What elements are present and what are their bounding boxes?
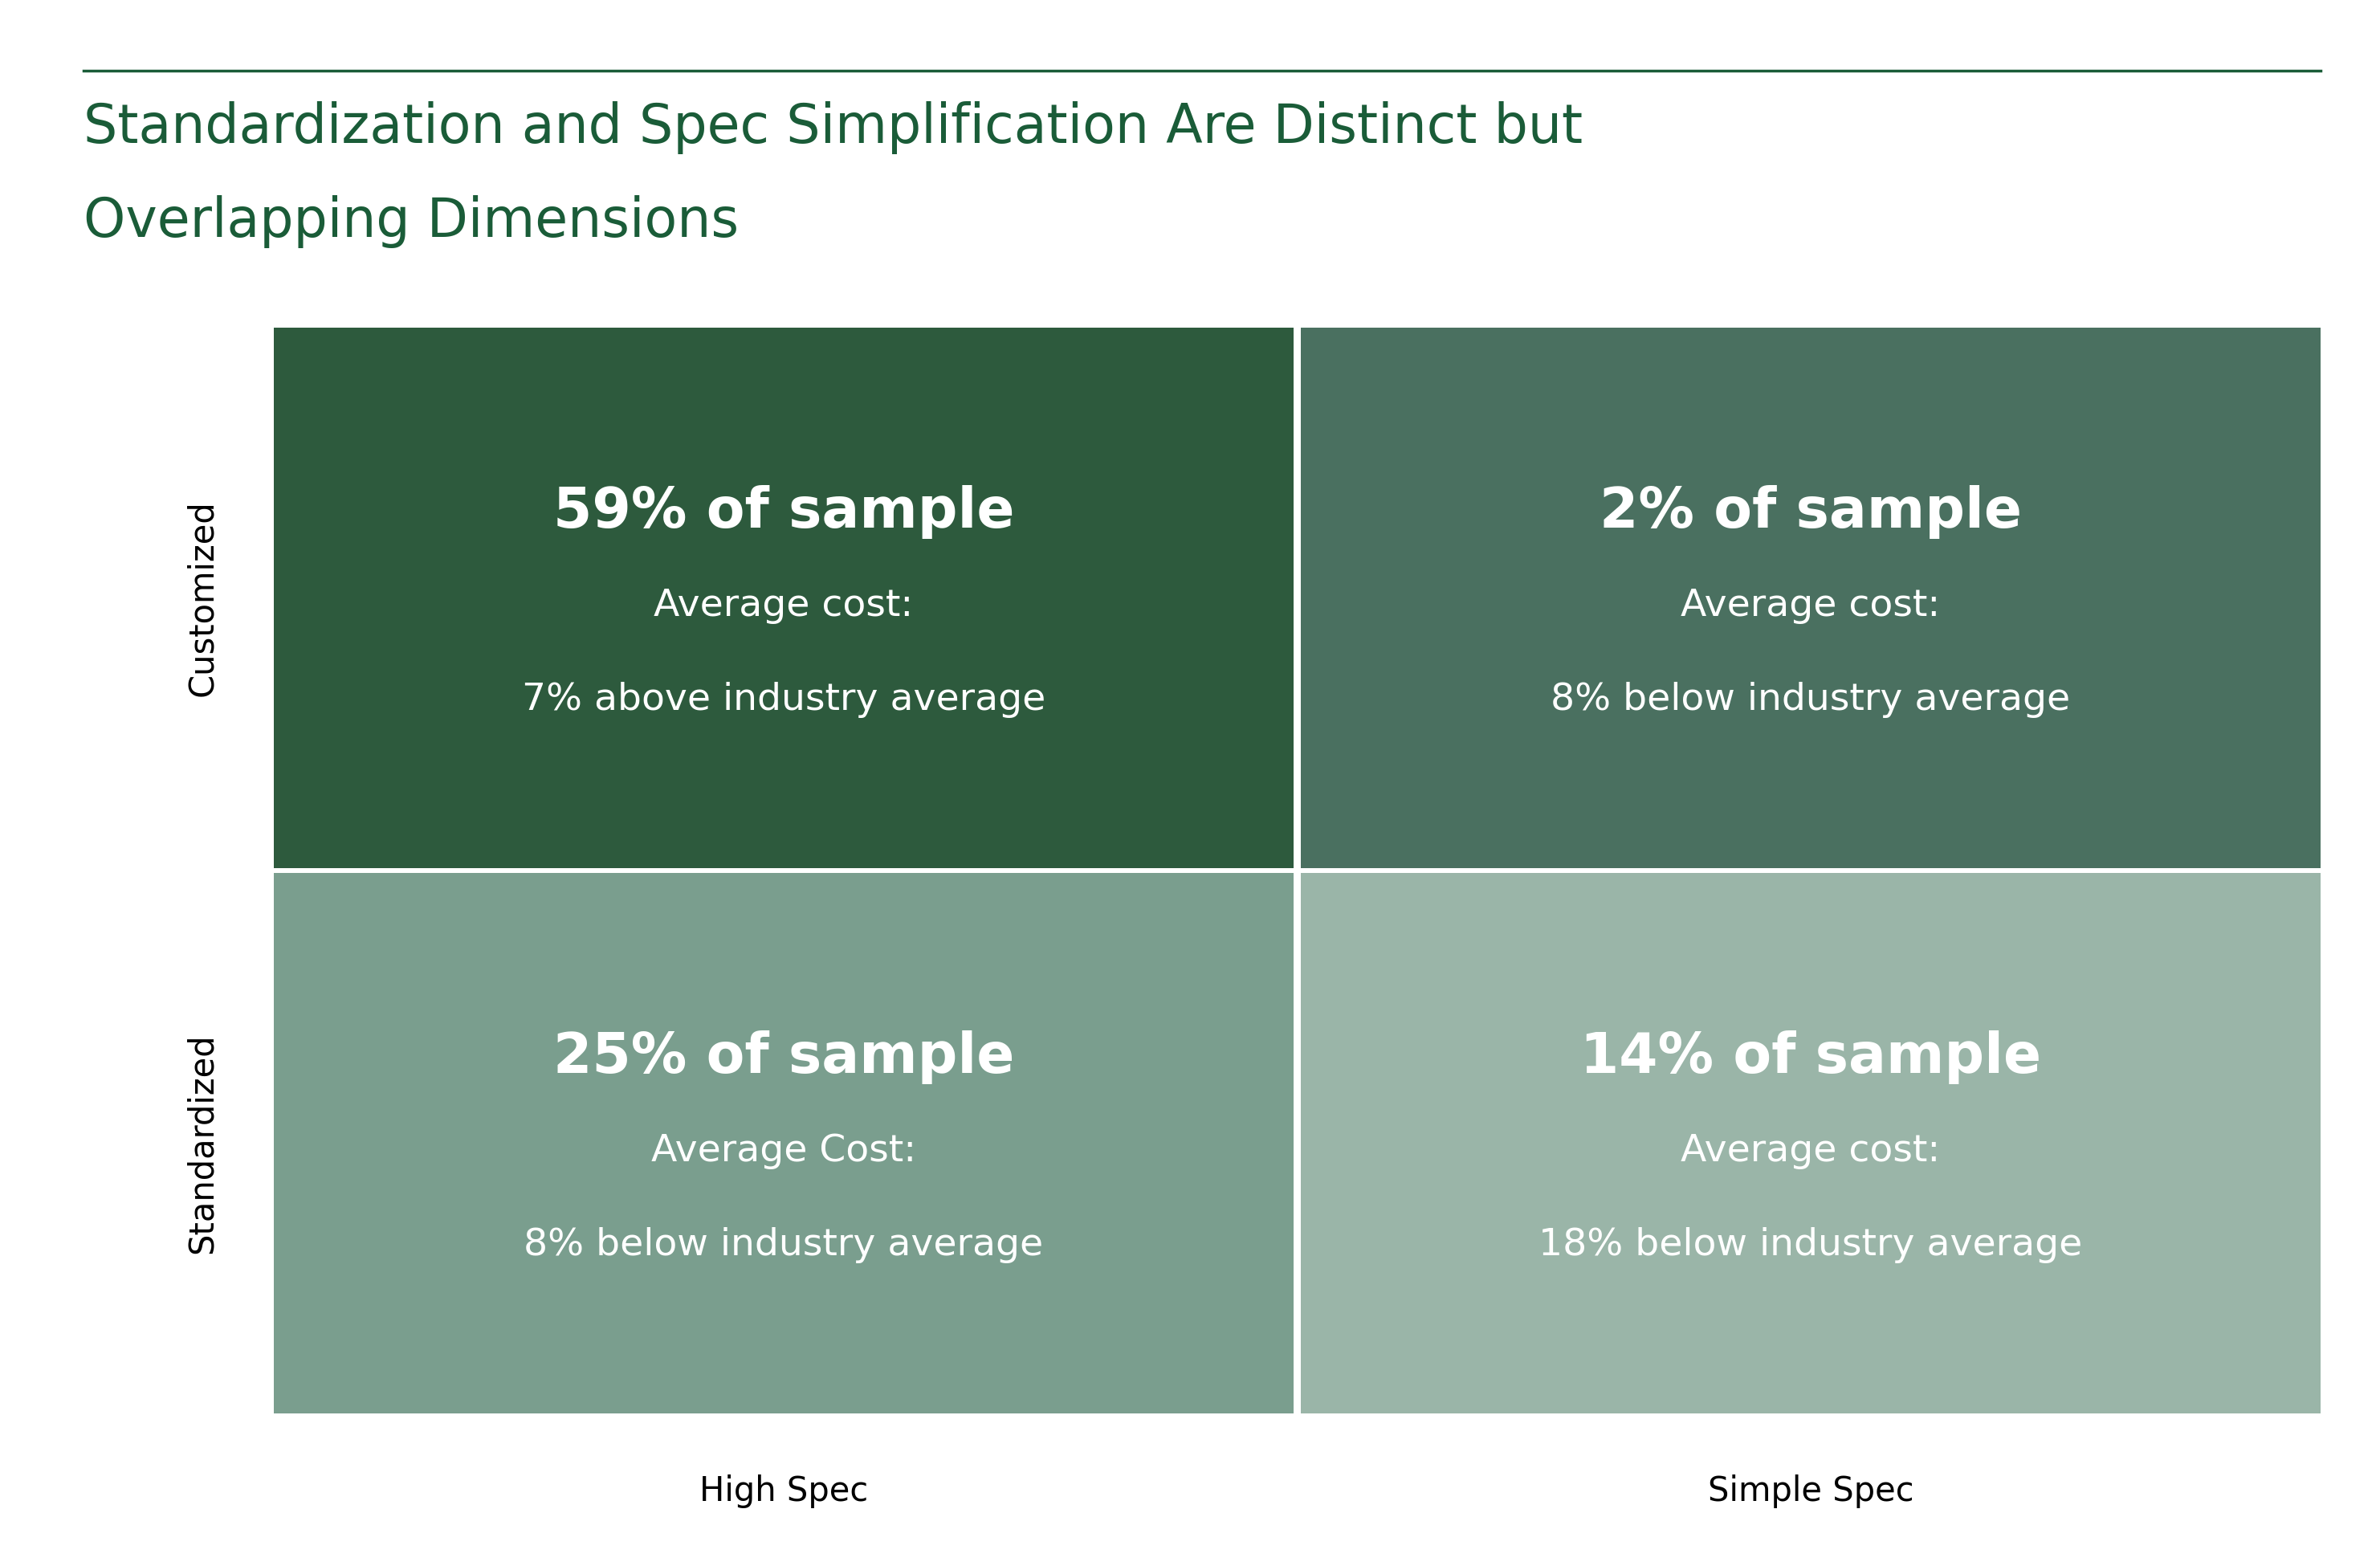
Text: Customized: Customized [186, 500, 219, 697]
Text: Average cost:: Average cost: [654, 587, 914, 625]
Text: 7% above industry average: 7% above industry average [521, 681, 1045, 719]
Text: 25% of sample: 25% of sample [552, 1031, 1014, 1084]
FancyBboxPatch shape [274, 873, 1295, 1414]
FancyBboxPatch shape [1299, 873, 2320, 1414]
FancyBboxPatch shape [274, 328, 1295, 868]
Text: Average cost:: Average cost: [1680, 587, 1940, 625]
Text: 2% of sample: 2% of sample [1599, 486, 2021, 539]
Text: Standardized: Standardized [186, 1032, 219, 1254]
Text: 14% of sample: 14% of sample [1580, 1031, 2042, 1084]
Text: High Spec: High Spec [700, 1475, 869, 1509]
Text: Average Cost:: Average Cost: [652, 1132, 916, 1170]
Text: 18% below industry average: 18% below industry average [1540, 1226, 2082, 1264]
Text: 59% of sample: 59% of sample [552, 486, 1014, 539]
FancyBboxPatch shape [1299, 328, 2320, 868]
Text: Standardization and Spec Simplification Are Distinct but: Standardization and Spec Simplification … [83, 102, 1583, 155]
Text: Simple Spec: Simple Spec [1706, 1475, 1914, 1509]
Text: 8% below industry average: 8% below industry average [524, 1226, 1042, 1264]
Text: Average cost:: Average cost: [1680, 1132, 1940, 1170]
Text: Overlapping Dimensions: Overlapping Dimensions [83, 195, 738, 248]
Text: 8% below industry average: 8% below industry average [1552, 681, 2071, 719]
